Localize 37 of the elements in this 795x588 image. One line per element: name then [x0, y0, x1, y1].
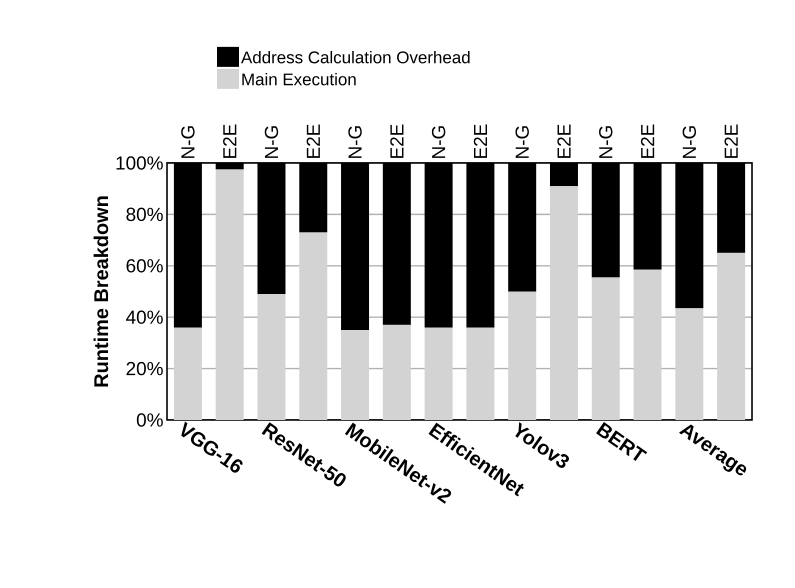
legend-label: Address Calculation Overhead [241, 50, 470, 64]
x-tick-label: N-G [432, 126, 446, 158]
x-tick-label: N-G [181, 126, 195, 158]
bar [257, 294, 286, 420]
bar [550, 186, 578, 420]
x-tick-label: E2E [640, 124, 654, 158]
x-tick-label: N-G [348, 126, 362, 158]
x-tick-label: N-G [682, 126, 696, 158]
bar [382, 324, 411, 420]
bar [466, 327, 494, 420]
y-tick-label: 20% [126, 362, 163, 376]
bar [299, 232, 328, 420]
bar [341, 330, 370, 420]
y-tick-label: 0% [136, 413, 163, 427]
bar [675, 308, 704, 420]
x-tick-label: E2E [306, 124, 320, 158]
bar [216, 169, 244, 420]
y-tick-label: 40% [126, 310, 163, 324]
bar [634, 270, 662, 420]
x-tick-label: N-G [264, 126, 278, 158]
bar [508, 291, 536, 420]
legend-label: Main Execution [242, 72, 356, 86]
bar [424, 327, 453, 420]
x-tick-label: E2E [557, 124, 571, 158]
x-tick-label: E2E [223, 124, 236, 158]
y-tick-label: 80% [126, 208, 163, 222]
x-tick-label: E2E [724, 124, 738, 158]
x-tick-label: N-G [599, 126, 612, 158]
bar [592, 277, 620, 420]
y-tick-label: 100% [116, 156, 163, 170]
x-tick-label: E2E [390, 124, 404, 158]
bar [717, 252, 746, 420]
y-tick-label: 60% [126, 259, 163, 272]
x-tick-label: N-G [515, 126, 529, 158]
x-tick-label: E2E [474, 124, 488, 158]
bar [174, 327, 202, 420]
y-axis-title: Runtime Breakdown [94, 196, 108, 386]
